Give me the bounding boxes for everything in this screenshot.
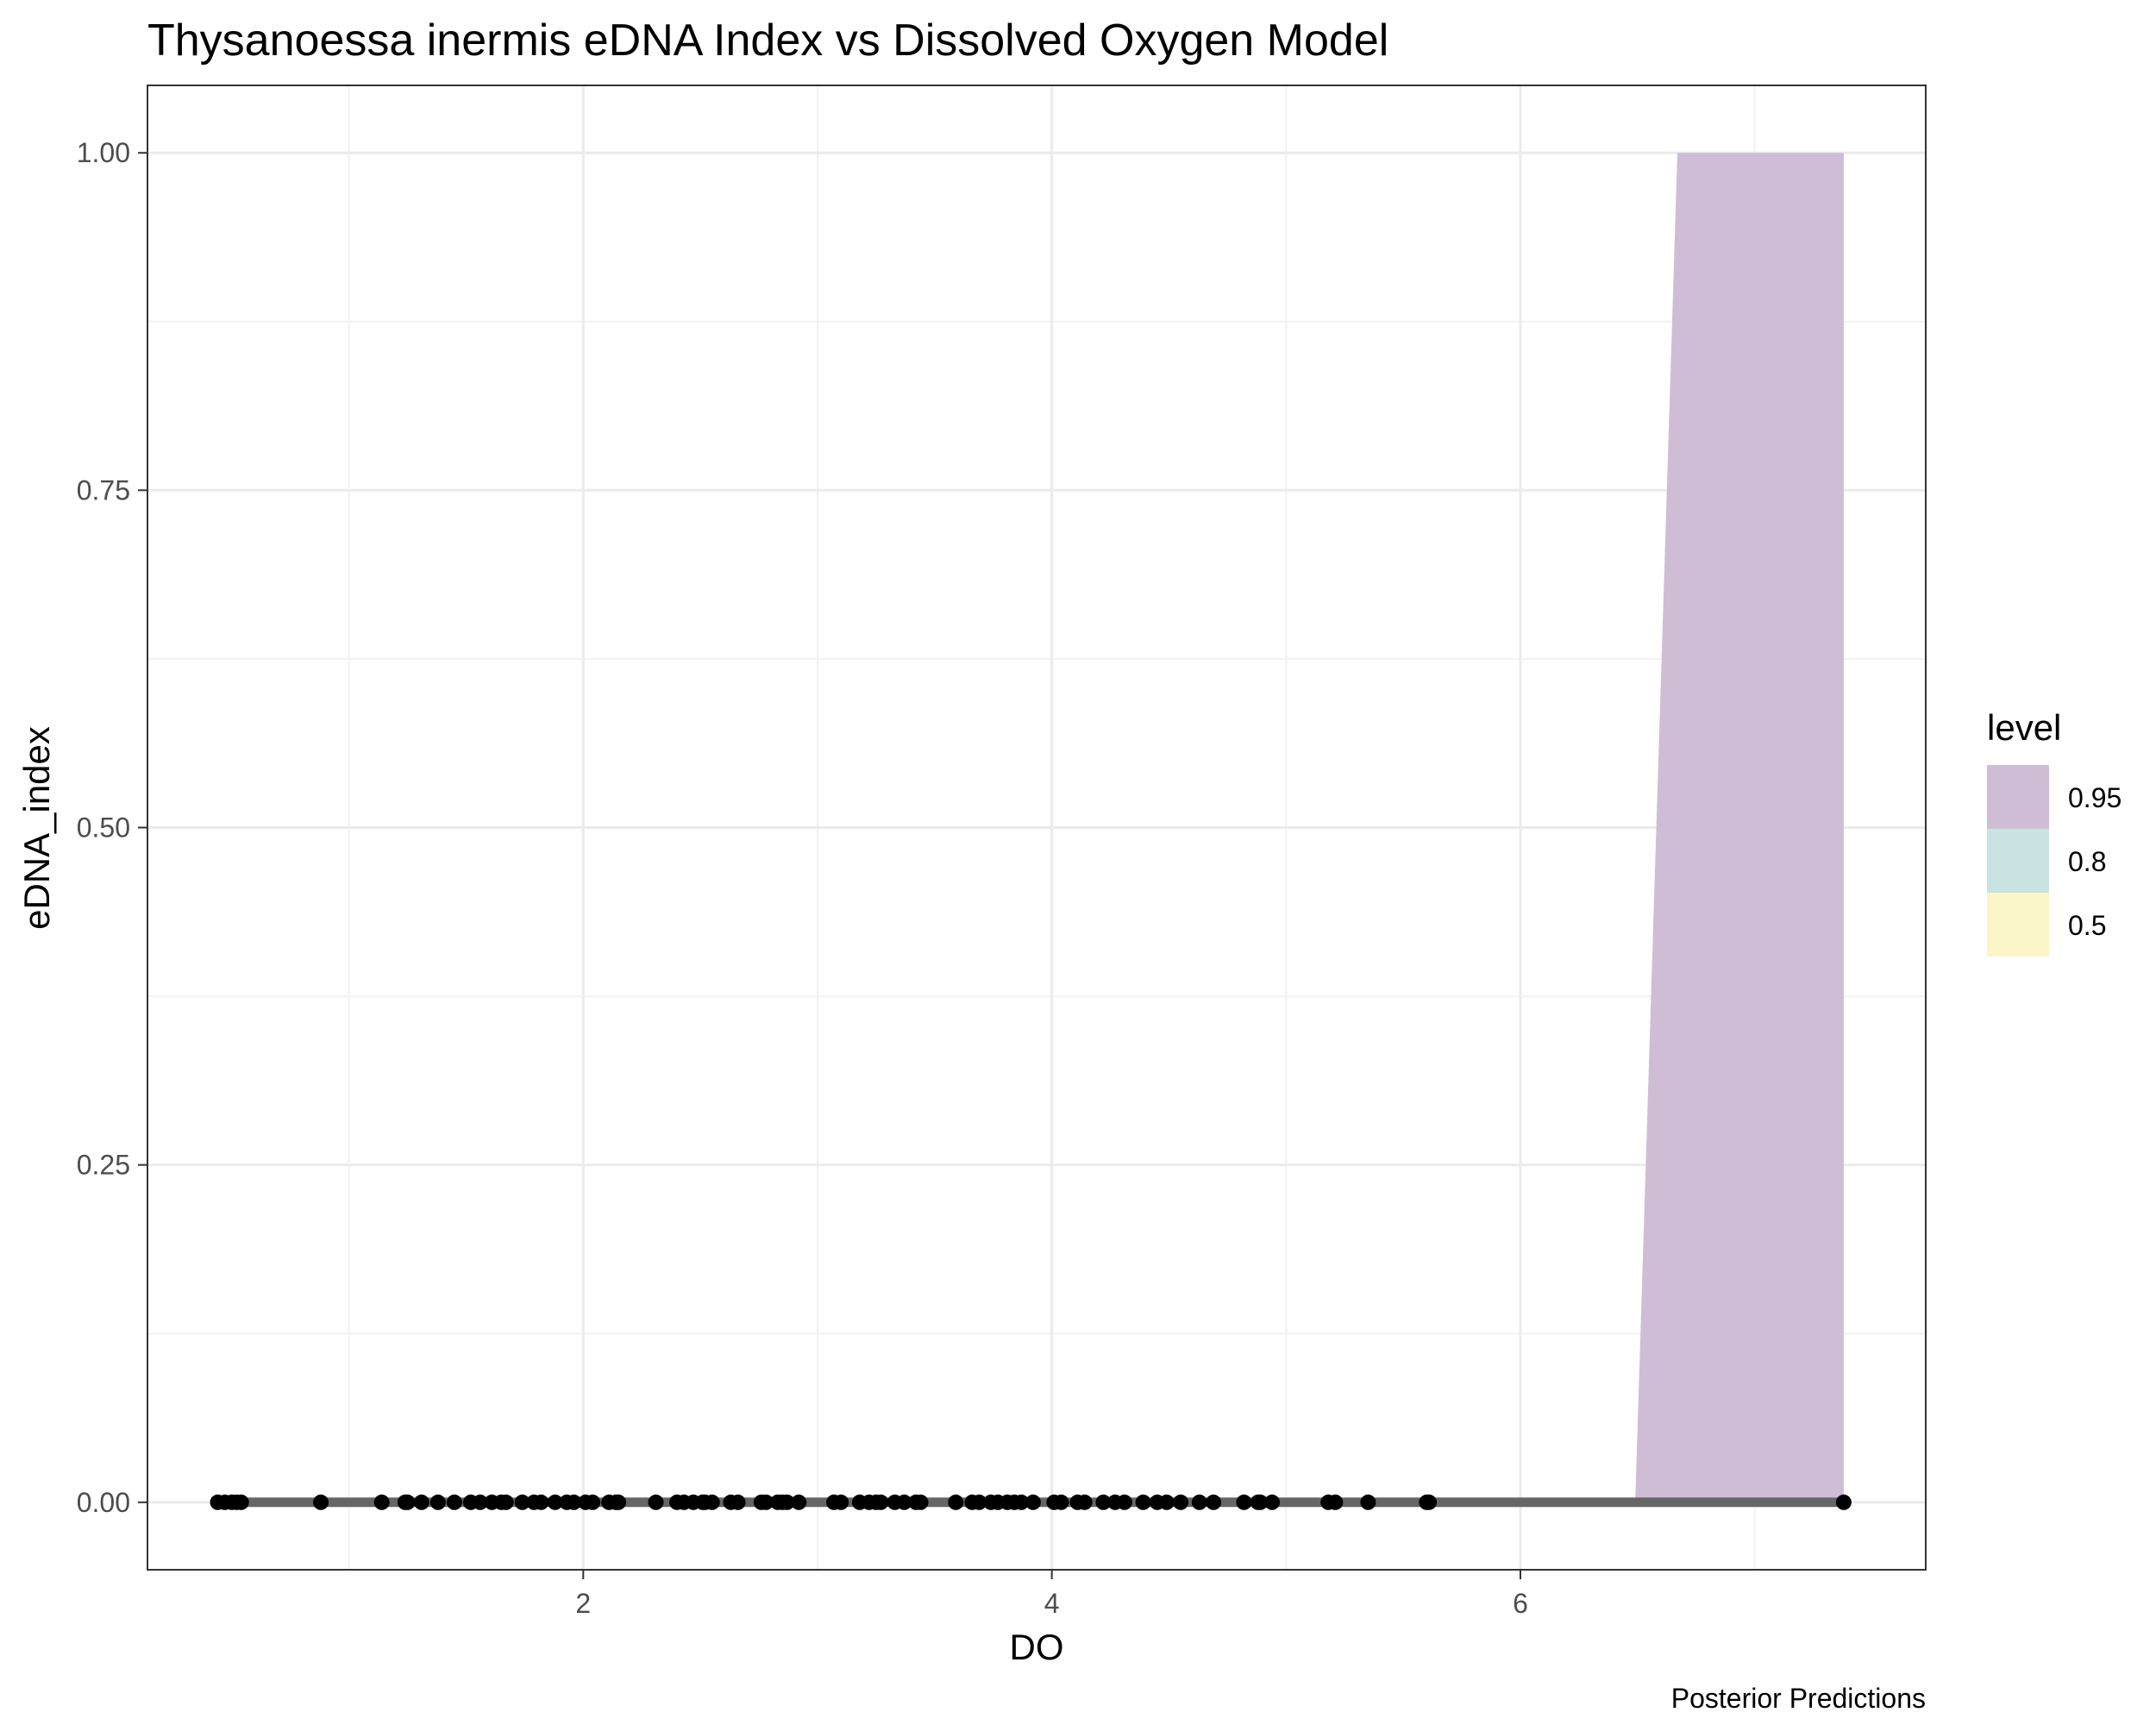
data-point: [233, 1494, 249, 1510]
caption: Posterior Predictions: [1671, 1683, 1926, 1714]
legend-key: [1987, 765, 2049, 829]
x-tick-label: 4: [1044, 1588, 1060, 1619]
data-point: [1025, 1494, 1041, 1510]
plot-panel: [147, 85, 1927, 1571]
interval-band-0.95: [1635, 153, 1844, 1502]
data-point: [1421, 1494, 1438, 1510]
data-point: [446, 1494, 462, 1510]
data-point: [1116, 1494, 1132, 1510]
data-point: [1360, 1494, 1376, 1510]
data-point: [1206, 1494, 1222, 1510]
data-point: [373, 1494, 390, 1510]
data-point: [833, 1494, 849, 1510]
data-point: [873, 1494, 889, 1510]
data-point: [313, 1494, 329, 1510]
data-point: [1252, 1494, 1269, 1510]
y-tick-label: 1.00: [77, 137, 130, 168]
x-tick-label: 6: [1513, 1588, 1528, 1619]
legend-label: 0.5: [2068, 910, 2106, 941]
data-point: [758, 1494, 774, 1510]
y-axis-title: eDNA_index: [16, 726, 57, 930]
legend-key: [1987, 829, 2049, 893]
legend-title: level: [1987, 707, 2061, 748]
data-point: [779, 1494, 795, 1510]
data-point: [912, 1494, 929, 1510]
data-point: [1236, 1494, 1252, 1510]
data-points-layer: [210, 1494, 1852, 1510]
data-point: [1135, 1494, 1151, 1510]
data-point: [648, 1494, 664, 1510]
data-point: [1327, 1494, 1344, 1510]
legend: level 0.95 0.8 0.5: [1987, 707, 2122, 957]
chart-title: Thysanoessa inermis eDNA Index vs Dissol…: [147, 16, 1388, 66]
data-point: [585, 1494, 601, 1510]
data-point: [1158, 1494, 1175, 1510]
legend-label: 0.8: [2068, 846, 2106, 877]
data-point: [971, 1494, 987, 1510]
data-point: [472, 1494, 488, 1510]
x-axis: 2 4 6: [575, 1570, 1528, 1619]
y-tick-label: 0.25: [77, 1150, 130, 1181]
data-point: [566, 1494, 582, 1510]
y-tick-label: 0.50: [77, 812, 130, 844]
data-point: [704, 1494, 720, 1510]
y-tick-label: 0.00: [77, 1487, 130, 1518]
data-point: [498, 1494, 514, 1510]
data-point: [1191, 1494, 1207, 1510]
data-point: [429, 1494, 446, 1510]
x-tick-label: 2: [575, 1588, 591, 1619]
interval-band-layer: [1635, 153, 1844, 1502]
data-point: [1264, 1494, 1281, 1510]
y-axis: 0.00 0.25 0.50 0.75 1.00: [77, 137, 147, 1518]
data-point: [791, 1494, 807, 1510]
data-point: [1835, 1494, 1852, 1510]
x-axis-title: DO: [1010, 1627, 1064, 1667]
data-point: [547, 1494, 563, 1510]
data-point: [514, 1494, 530, 1510]
gridlines: [147, 85, 1926, 1570]
data-point: [1095, 1494, 1112, 1510]
data-point: [896, 1494, 912, 1510]
data-point: [533, 1494, 549, 1510]
y-tick-label: 0.75: [77, 474, 130, 505]
data-point: [611, 1494, 627, 1510]
data-point: [1053, 1494, 1069, 1510]
data-point: [413, 1494, 429, 1510]
legend-key: [1987, 893, 2049, 957]
data-point: [1013, 1494, 1030, 1510]
data-point: [1076, 1494, 1093, 1510]
data-point: [948, 1494, 964, 1510]
data-point: [1173, 1494, 1189, 1510]
legend-items: 0.95 0.8 0.5: [1987, 765, 2122, 957]
data-point: [397, 1494, 413, 1510]
data-point: [730, 1494, 746, 1510]
legend-label: 0.95: [2068, 782, 2122, 813]
